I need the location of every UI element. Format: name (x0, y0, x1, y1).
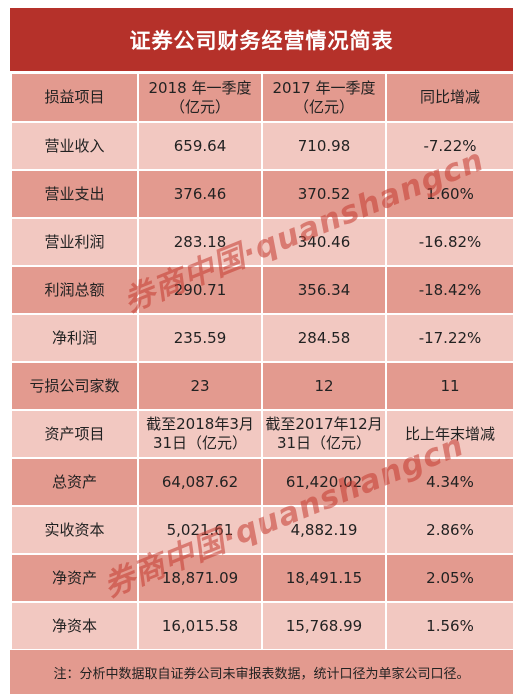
value-2017: 710.98 (261, 121, 387, 171)
value-2017: 284.58 (261, 313, 387, 363)
value-2018: 5,021.61 (137, 505, 263, 555)
table-row: 营业收入 659.64 710.98 -7.22% (10, 121, 515, 171)
value-change: -16.82% (385, 217, 515, 267)
value-2017: 61,420.02 (261, 457, 387, 507)
table-row: 营业利润 283.18 340.46 -16.82% (10, 217, 515, 267)
income-header-item: 损益项目 (10, 72, 139, 123)
value-2018: 64,087.62 (137, 457, 263, 507)
value-change: 2.86% (385, 505, 515, 555)
income-header-row: 损益项目 2018 年一季度 （亿元） 2017 年一季度 （亿元） 同比增减 (10, 72, 515, 123)
value-2018: 283.18 (137, 217, 263, 267)
value-change: 1.56% (385, 601, 515, 651)
asset-2017-line1: 截至2017年12月 (265, 415, 383, 433)
table-row: 亏损公司家数 23 12 11 (10, 361, 515, 411)
table-row: 营业支出 376.46 370.52 1.60% (10, 169, 515, 219)
financial-table: 损益项目 2018 年一季度 （亿元） 2017 年一季度 （亿元） 同比增减 营业… (10, 72, 515, 651)
row-label: 亏损公司家数 (10, 361, 139, 411)
value-2017: 18,491.15 (261, 553, 387, 603)
asset-header-row: 资产项目 截至2018年3月 31日（亿元） 截至2017年12月 31日（亿元） … (10, 409, 515, 459)
row-label: 利润总额 (10, 265, 139, 315)
table-row: 净资本 16,015.58 15,768.99 1.56% (10, 601, 515, 651)
value-change: 11 (385, 361, 515, 411)
value-2017: 340.46 (261, 217, 387, 267)
row-label: 净资产 (10, 553, 139, 603)
page-title: 证券公司财务经营情况简表 (10, 8, 513, 71)
header-2017-line2: （亿元） (293, 97, 354, 116)
row-label: 营业利润 (10, 217, 139, 267)
value-change: 4.34% (385, 457, 515, 507)
value-2017: 356.34 (261, 265, 387, 315)
header-2018-line1: 2018 年一季度 (148, 78, 252, 97)
asset-2018-line1: 截至2018年3月 (146, 415, 254, 433)
income-header-2017: 2017 年一季度 （亿元） (261, 72, 387, 123)
value-change: 2.05% (385, 553, 515, 603)
value-change: -17.22% (385, 313, 515, 363)
value-change: 1.60% (385, 169, 515, 219)
value-2018: 23 (137, 361, 263, 411)
value-2018: 235.59 (137, 313, 263, 363)
asset-header-change: 比上年末增减 (385, 409, 515, 459)
value-2018: 290.71 (137, 265, 263, 315)
asset-2018-line2: 31日（亿元） (152, 434, 248, 452)
value-2018: 16,015.58 (137, 601, 263, 651)
value-2017: 4,882.19 (261, 505, 387, 555)
table-row: 利润总额 290.71 356.34 -18.42% (10, 265, 515, 315)
table-row: 净利润 235.59 284.58 -17.22% (10, 313, 515, 363)
footnote: 注：分析中数据取自证券公司未审报表数据，统计口径为单家公司口径。 (10, 650, 513, 694)
row-label: 净资本 (10, 601, 139, 651)
asset-header-2018: 截至2018年3月 31日（亿元） (137, 409, 263, 459)
value-2018: 18,871.09 (137, 553, 263, 603)
income-header-change: 同比增减 (385, 72, 515, 123)
table-row: 实收资本 5,021.61 4,882.19 2.86% (10, 505, 515, 555)
table-row: 总资产 64,087.62 61,420.02 4.34% (10, 457, 515, 507)
asset-header-item: 资产项目 (10, 409, 139, 459)
header-2018-line2: （亿元） (169, 97, 230, 116)
value-change: -18.42% (385, 265, 515, 315)
row-label: 营业支出 (10, 169, 139, 219)
row-label: 总资产 (10, 457, 139, 507)
value-2017: 12 (261, 361, 387, 411)
row-label: 实收资本 (10, 505, 139, 555)
value-2018: 376.46 (137, 169, 263, 219)
asset-header-2017: 截至2017年12月 31日（亿元） (261, 409, 387, 459)
income-header-2018: 2018 年一季度 （亿元） (137, 72, 263, 123)
header-2017-line1: 2017 年一季度 (272, 78, 376, 97)
value-2017: 15,768.99 (261, 601, 387, 651)
table-row: 净资产 18,871.09 18,491.15 2.05% (10, 553, 515, 603)
row-label: 营业收入 (10, 121, 139, 171)
row-label: 净利润 (10, 313, 139, 363)
value-2018: 659.64 (137, 121, 263, 171)
value-change: -7.22% (385, 121, 515, 171)
asset-2017-line2: 31日（亿元） (276, 434, 372, 452)
value-2017: 370.52 (261, 169, 387, 219)
